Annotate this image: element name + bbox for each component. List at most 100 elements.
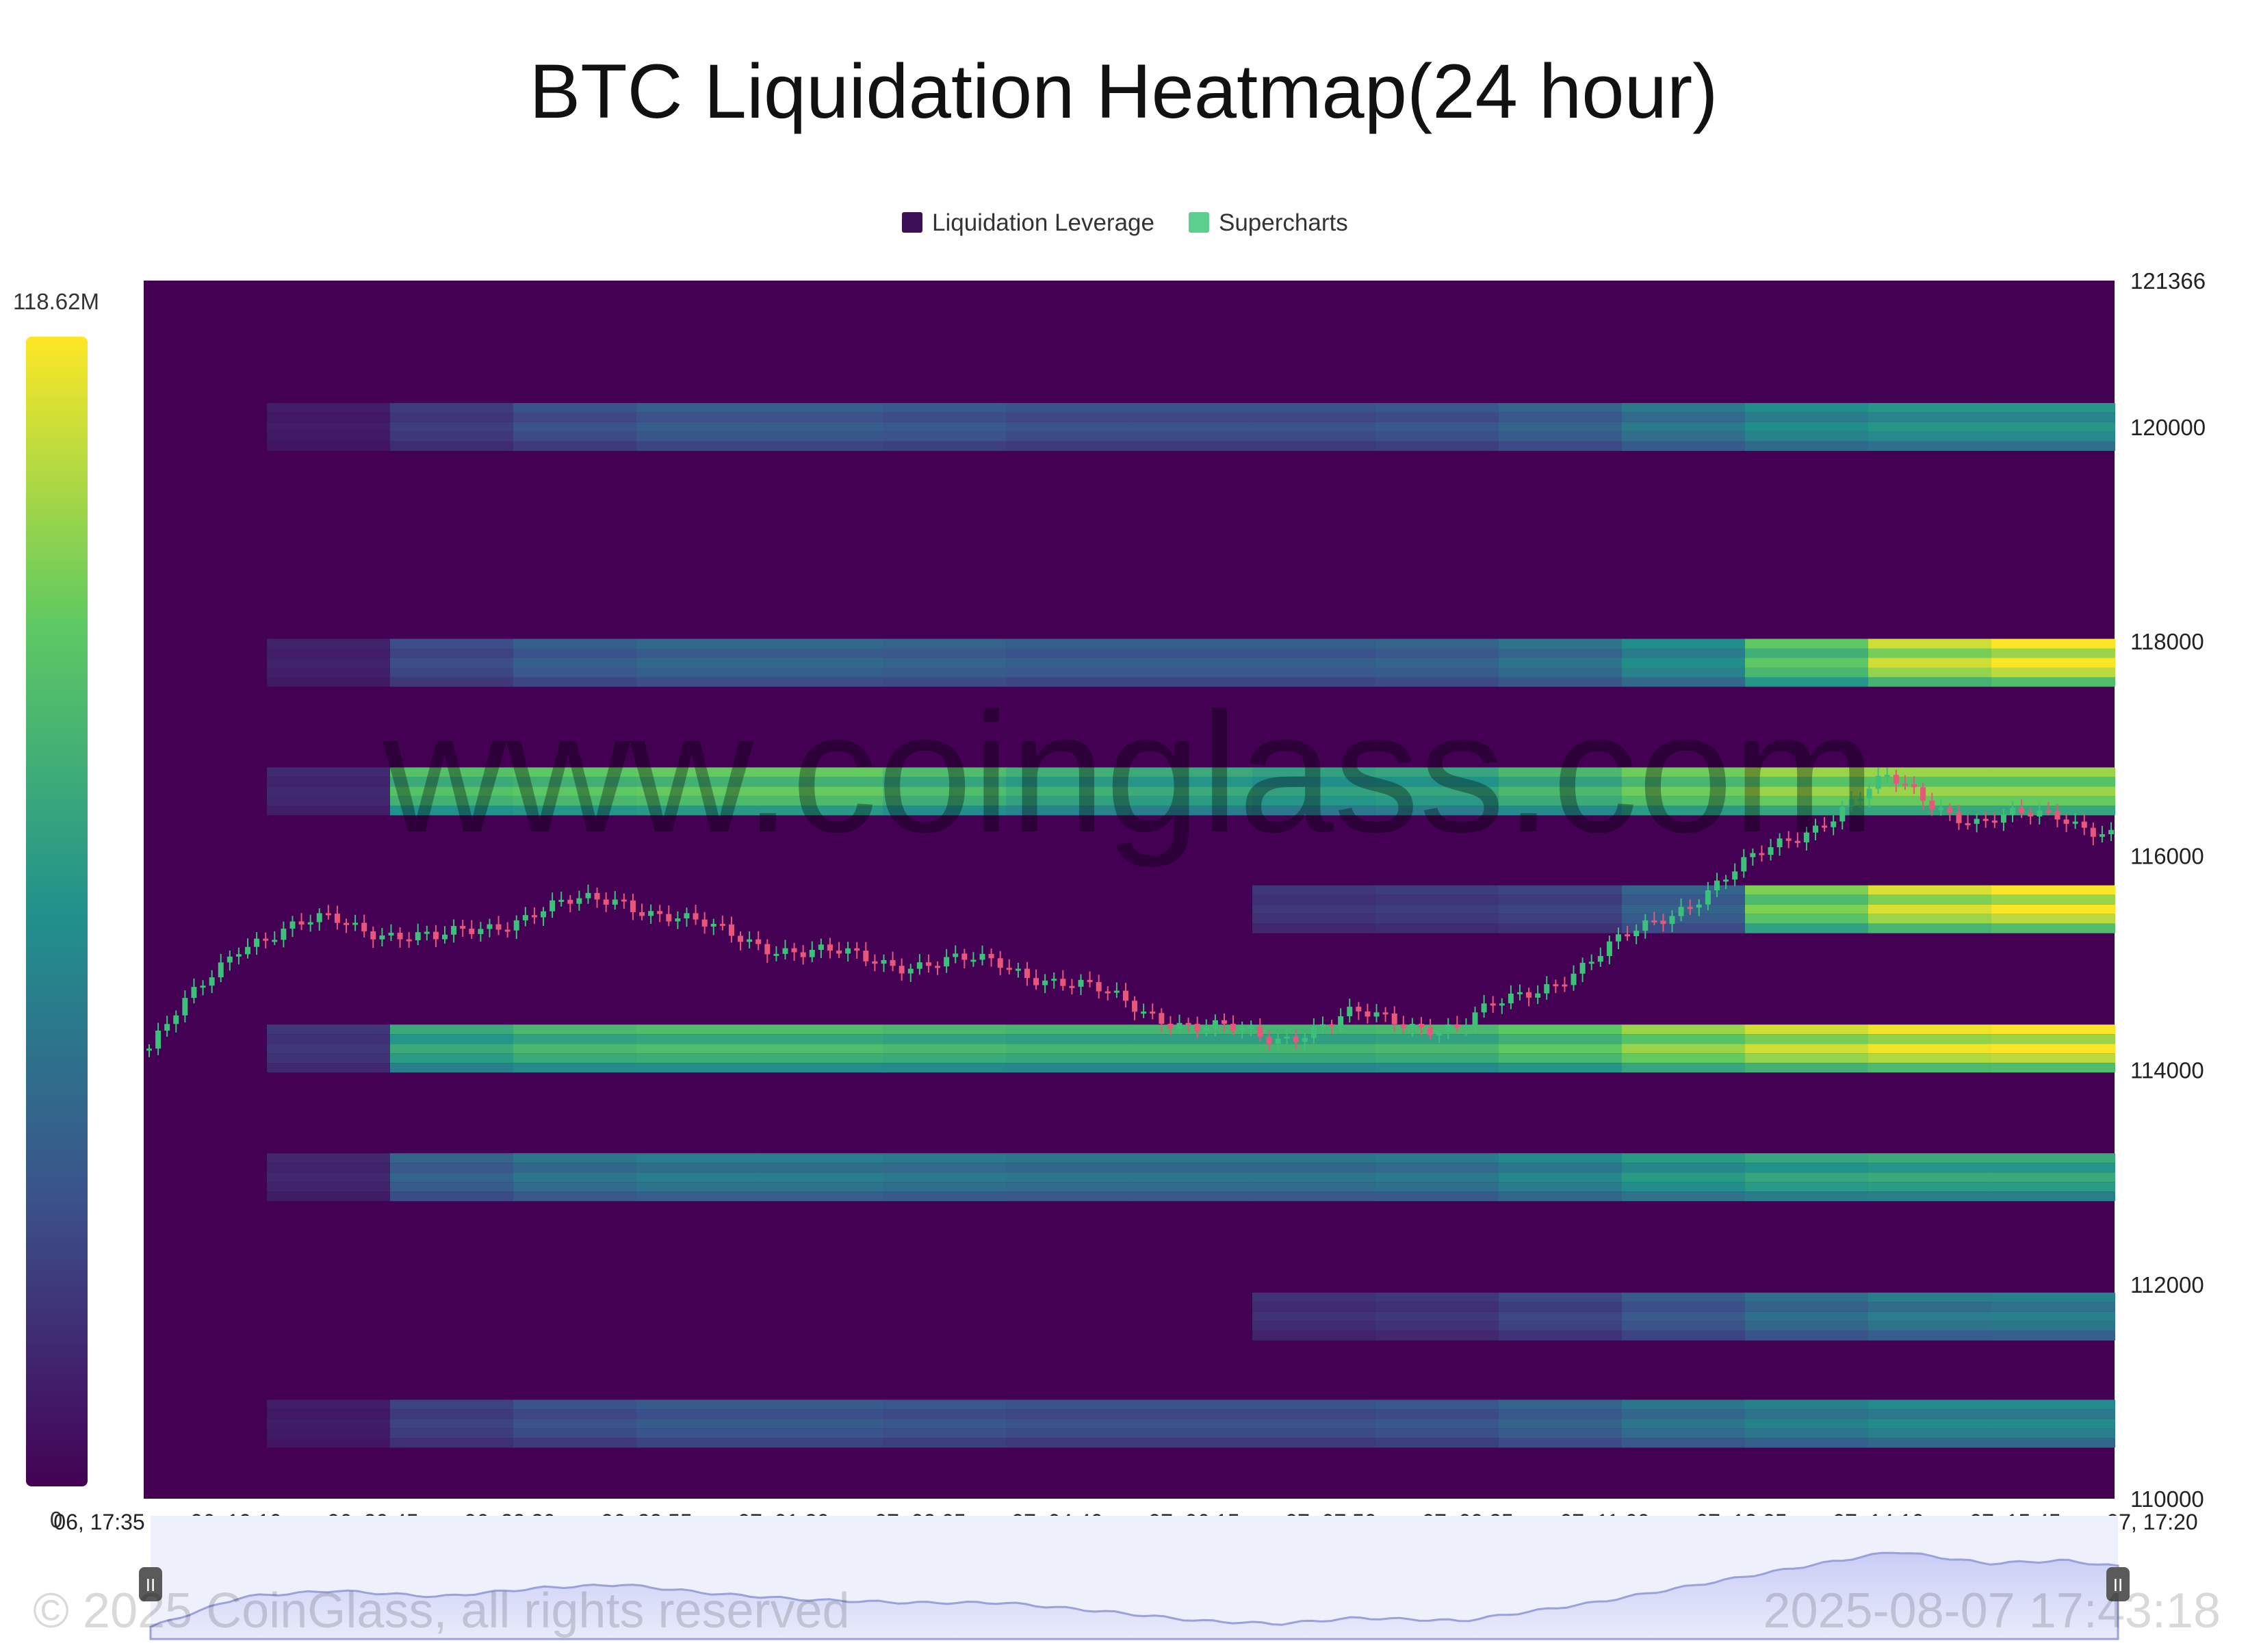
candle-body (1499, 1003, 1505, 1006)
heat-cell (1252, 1053, 1376, 1063)
heat-cell (1622, 923, 1746, 933)
candle-body (1929, 801, 1935, 810)
candle-body (1991, 821, 1998, 823)
navigator-left-handle[interactable]: II (139, 1567, 162, 1601)
heat-cell (1499, 767, 1623, 777)
candle-body (916, 962, 922, 969)
heat-cell (1622, 1409, 1746, 1419)
heat-cell (636, 1428, 760, 1438)
heat-cell (513, 658, 637, 668)
candle-body (827, 944, 833, 951)
heat-cell (1745, 1153, 1869, 1163)
heat-cell (1868, 441, 1992, 451)
legend-item-liquidation-leverage[interactable]: Liquidation Leverage (902, 209, 1154, 236)
heat-cell (883, 1053, 1007, 1063)
heat-cell (636, 1044, 760, 1054)
candle-body (1588, 961, 1594, 964)
heat-cell (1129, 1438, 1253, 1448)
heat-cell (1129, 796, 1253, 806)
candle-body (504, 929, 511, 932)
legend-item-supercharts[interactable]: Supercharts (1189, 209, 1348, 236)
candle-body (1732, 871, 1738, 880)
heat-cell (1499, 402, 1623, 413)
heat-cell (760, 777, 883, 787)
heat-cell (267, 1428, 391, 1438)
heat-cell (760, 767, 883, 777)
navigator-right-handle[interactable]: II (2106, 1567, 2130, 1601)
heat-cell (1868, 1191, 1992, 1202)
candle-body (1302, 1037, 1308, 1042)
heat-cell (1745, 885, 1869, 895)
heat-cell (760, 677, 883, 687)
heat-cell (636, 648, 760, 658)
candle-body (1902, 784, 1908, 786)
heat-cell (1499, 1438, 1623, 1448)
price-candles (146, 767, 2114, 1057)
candle-body (907, 968, 914, 974)
candle-body (594, 892, 600, 900)
heat-cell (883, 648, 1007, 658)
heat-cell (1499, 648, 1623, 658)
heat-cell (1252, 904, 1376, 914)
heat-cell (1868, 677, 1992, 687)
candle-body (298, 921, 305, 925)
heat-cell (513, 1428, 637, 1438)
candle-body (890, 959, 896, 966)
candle-body (1705, 890, 1711, 905)
candle-body (1347, 1007, 1353, 1017)
heat-cell (636, 777, 760, 787)
heat-cell (1375, 441, 1499, 451)
heat-cell (390, 1172, 514, 1183)
candle-body (1257, 1027, 1263, 1037)
color-scale-min-label: 0 (50, 1507, 62, 1532)
heat-cell (1991, 1428, 2115, 1438)
candle-body (666, 914, 672, 922)
candle-body (782, 948, 788, 954)
candle-body (747, 939, 753, 942)
candle-body (513, 920, 519, 931)
heat-cell (1129, 777, 1253, 787)
candle-body (1651, 920, 1657, 922)
candle-body (1356, 1007, 1362, 1011)
candle-body (1947, 808, 1953, 813)
heat-cell (1622, 1044, 1746, 1054)
heat-cell (513, 1182, 637, 1192)
candle-body (2028, 813, 2034, 816)
heat-cell (1622, 805, 1746, 816)
heat-cell (883, 1153, 1007, 1163)
heat-cell (1622, 1311, 1746, 1321)
candle-body (272, 940, 278, 942)
heat-cell (1499, 638, 1623, 649)
candle-body (1418, 1024, 1424, 1028)
heat-cell (1375, 885, 1499, 895)
heat-cell (1622, 1063, 1746, 1073)
heat-cell (1868, 412, 1992, 422)
heat-cell (1868, 1153, 1992, 1163)
candle-body (1974, 818, 1980, 824)
candle-body (719, 923, 725, 926)
heat-cell (390, 638, 514, 649)
heat-cell (1745, 914, 1869, 924)
heat-cell (1006, 786, 1130, 797)
candle-body (1400, 1024, 1406, 1029)
heat-cell (267, 1153, 391, 1163)
candle-body (1221, 1020, 1227, 1024)
navigator-series-area (149, 1551, 2119, 1640)
heat-cell (1991, 431, 2115, 441)
heat-cell (267, 431, 391, 441)
heat-cell (1745, 894, 1869, 905)
heat-cell (1622, 667, 1746, 677)
candle-body (1687, 907, 1693, 909)
heat-cell (1499, 1053, 1623, 1063)
candle-body (854, 948, 860, 951)
timestamp-watermark: 2025-08-07 17:43:18 (1763, 1584, 2221, 1638)
chart-title: BTC Liquidation Heatmap(24 hour) (530, 49, 1718, 134)
heat-cell (1745, 805, 1869, 816)
heat-cell (883, 777, 1007, 787)
color-scale-bar[interactable] (26, 337, 88, 1486)
navigator[interactable]: II II (139, 1516, 2130, 1640)
heat-cell (390, 1163, 514, 1173)
heat-cell (760, 1153, 883, 1163)
heat-cell (1991, 648, 2115, 658)
